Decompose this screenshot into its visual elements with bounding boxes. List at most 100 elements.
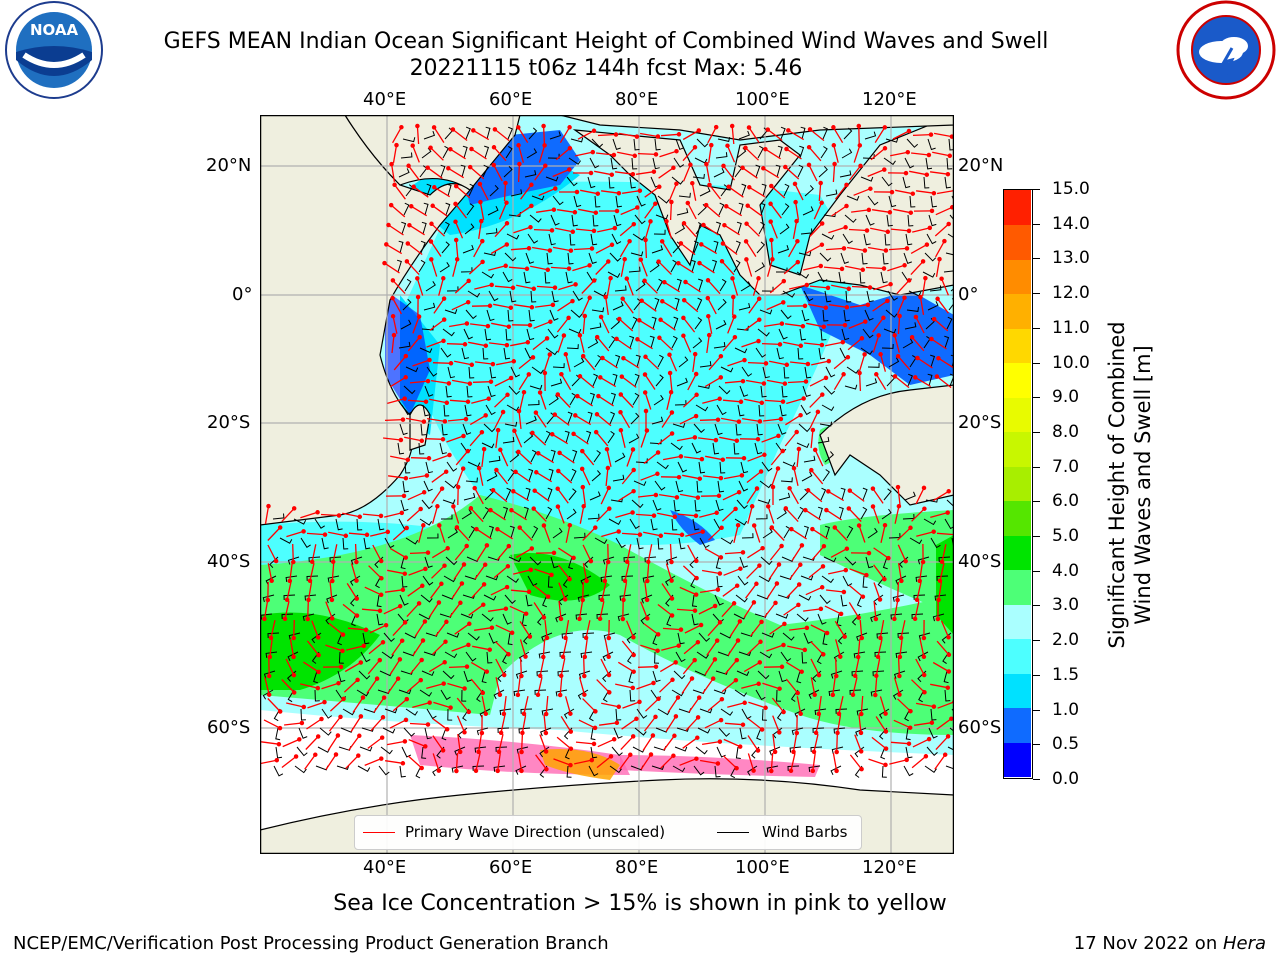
wave-direction-arrow — [824, 605, 842, 615]
wind-barb — [821, 233, 835, 240]
wind-barb — [441, 241, 450, 254]
wave-height-map — [260, 115, 954, 854]
wave-arrow-head — [301, 704, 307, 710]
wind-barb — [804, 185, 814, 197]
wave-direction-arrow — [772, 715, 780, 733]
wind-barb — [758, 404, 765, 417]
wave-arrow-head — [809, 467, 814, 473]
wave-arrow-head — [706, 313, 711, 319]
wind-barb — [801, 471, 813, 482]
wave-direction-arrow — [520, 733, 524, 753]
wave-direction-arrow — [407, 242, 423, 256]
wind-barb — [761, 708, 767, 721]
wind-barb — [486, 471, 498, 482]
wind-barb — [505, 145, 513, 159]
wind-barb — [776, 347, 784, 360]
wave-direction-arrow — [848, 320, 866, 330]
wave-arrow-head — [784, 362, 790, 368]
wave-direction-arrow — [791, 528, 807, 540]
wind-barb — [337, 632, 343, 646]
wave-arrow-head — [646, 559, 651, 565]
wave-arrow-head — [422, 619, 428, 624]
wave-arrow-head — [441, 276, 446, 281]
wind-barb — [484, 328, 492, 341]
wave-arrow-head — [390, 278, 396, 283]
wave-direction-arrow — [387, 678, 399, 694]
wave-direction-arrow — [873, 600, 877, 620]
footer-host: Hera — [1222, 933, 1266, 954]
wave-direction-arrow — [823, 266, 843, 270]
map-legend: Primary Wave Direction (unscaled) Wind B… — [354, 815, 862, 850]
wave-direction-arrow — [389, 376, 407, 388]
lat-tick-left: 20°N — [206, 155, 252, 176]
wave-arrow-head — [490, 487, 496, 493]
wave-direction-arrow — [699, 588, 719, 594]
wind-barb — [656, 461, 669, 470]
wind-barb — [930, 537, 941, 549]
wave-direction-arrow — [578, 208, 596, 214]
wind-barb — [671, 335, 678, 349]
wind-barb — [842, 233, 853, 244]
wave-direction-arrow — [720, 417, 740, 423]
wind-barb — [712, 442, 720, 455]
wind-barb — [846, 525, 854, 539]
wave-arrow-head — [630, 510, 635, 515]
wave-direction-arrow — [812, 528, 828, 540]
wave-direction-arrow — [769, 545, 783, 561]
wave-arrow-head — [738, 566, 743, 571]
wind-barb — [860, 176, 874, 182]
wave-arrow-head — [832, 525, 838, 530]
wave-arrow-head — [725, 143, 730, 148]
wave-direction-arrow — [517, 451, 533, 465]
wave-direction-arrow — [555, 147, 571, 161]
wind-barb — [287, 651, 299, 662]
wave-direction-arrow — [601, 190, 619, 194]
wave-arrow-head — [596, 393, 601, 399]
wave-direction-arrow — [452, 128, 468, 142]
wind-barb — [586, 430, 592, 444]
wave-direction-arrow — [893, 208, 911, 214]
wave-direction-arrow — [644, 280, 658, 294]
noaa-logo-text: NOAA — [30, 21, 79, 39]
wave-arrow-head — [756, 296, 762, 301]
wave-direction-arrow — [701, 740, 721, 746]
wind-barb — [572, 290, 583, 301]
wind-barb — [536, 670, 549, 677]
wave-arrow-head — [293, 754, 299, 759]
wind-barb — [420, 423, 427, 436]
wind-barb — [876, 632, 889, 639]
wave-direction-arrow — [550, 266, 570, 270]
wave-arrow-head — [451, 504, 456, 509]
wind-barb — [442, 499, 456, 505]
wind-barb — [488, 525, 494, 539]
wave-direction-arrow — [479, 201, 485, 221]
wind-barb — [781, 203, 790, 216]
wind-barb — [720, 366, 734, 373]
wave-arrow-head — [619, 374, 625, 379]
wave-arrow-head — [418, 677, 424, 683]
wave-arrow-head — [608, 754, 614, 759]
wave-direction-arrow — [329, 698, 345, 712]
wind-barb — [735, 594, 748, 603]
wave-arrow-head — [755, 748, 761, 753]
wave-direction-arrow — [747, 547, 763, 559]
wave-direction-arrow — [834, 527, 848, 541]
wave-arrow-head — [315, 734, 321, 739]
wind-barb — [529, 556, 542, 566]
wave-direction-arrow — [769, 360, 787, 366]
wave-direction-arrow — [894, 335, 900, 353]
wave-arrow-head — [655, 648, 660, 653]
footer-date: 17 Nov 2022 on Hera — [1074, 933, 1266, 954]
wave-arrow-head — [567, 145, 573, 151]
wind-barb — [945, 765, 954, 770]
wave-arrow-head — [401, 493, 407, 499]
wave-direction-arrow — [872, 506, 880, 524]
wave-arrow-head — [512, 428, 517, 434]
colorbar-tick-mark — [1033, 570, 1040, 572]
wave-direction-arrow — [325, 601, 333, 619]
wind-barb — [447, 528, 458, 539]
wave-direction-arrow — [509, 605, 527, 615]
wave-arrow-head — [432, 185, 437, 190]
wind-barb — [442, 670, 455, 680]
wave-arrow-head — [731, 294, 736, 300]
